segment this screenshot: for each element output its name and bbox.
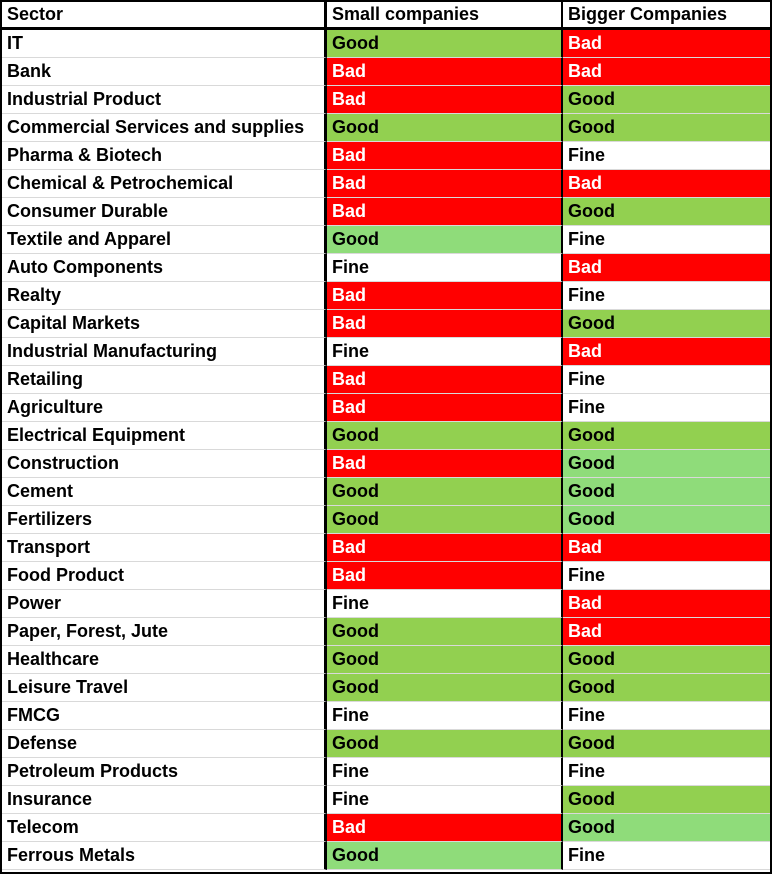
small-companies-rating-cell: Bad [327, 198, 563, 226]
bigger-companies-rating-cell: Good [563, 674, 770, 702]
bigger-companies-rating-cell: Bad [563, 58, 770, 86]
small-companies-rating-cell: Bad [327, 310, 563, 338]
small-companies-rating-cell: Bad [327, 170, 563, 198]
bigger-companies-rating-cell: Good [563, 114, 770, 142]
bigger-companies-rating-cell: Fine [563, 758, 770, 786]
sector-cell: Commercial Services and supplies [2, 114, 327, 142]
sector-cell: Auto Components [2, 254, 327, 282]
bigger-companies-rating-cell: Good [563, 198, 770, 226]
header-small-companies: Small companies [327, 2, 563, 30]
sector-cell: IT [2, 30, 327, 58]
header-sector: Sector [2, 2, 327, 30]
sector-cell: Realty [2, 282, 327, 310]
bigger-companies-rating-cell: Good [563, 814, 770, 842]
bigger-companies-rating-cell: Fine [563, 394, 770, 422]
sector-cell: Ferrous Metals [2, 842, 327, 870]
bigger-companies-rating-cell: Fine [563, 562, 770, 590]
sector-cell: Defense [2, 730, 327, 758]
sector-cell: Telecom [2, 814, 327, 842]
small-companies-rating-cell: Fine [327, 338, 563, 366]
sector-cell: Electrical Equipment [2, 422, 327, 450]
sector-cell: Industrial Manufacturing [2, 338, 327, 366]
small-companies-rating-cell: Bad [327, 450, 563, 478]
bigger-companies-rating-cell: Good [563, 786, 770, 814]
sector-cell: Consumer Durable [2, 198, 327, 226]
sector-cell: Power [2, 590, 327, 618]
sector-cell: Paper, Forest, Jute [2, 618, 327, 646]
sector-cell: Construction [2, 450, 327, 478]
bigger-companies-rating-cell: Fine [563, 366, 770, 394]
bigger-companies-rating-cell: Good [563, 478, 770, 506]
sector-cell: Transport [2, 534, 327, 562]
bigger-companies-rating-cell: Good [563, 506, 770, 534]
header-bigger-companies: Bigger Companies [563, 2, 770, 30]
bigger-companies-rating-cell: Bad [563, 30, 770, 58]
sector-cell: Fertilizers [2, 506, 327, 534]
bigger-companies-rating-cell: Fine [563, 702, 770, 730]
bigger-companies-rating-cell: Bad [563, 338, 770, 366]
bigger-companies-rating-cell: Fine [563, 226, 770, 254]
small-companies-rating-cell: Good [327, 422, 563, 450]
small-companies-rating-cell: Bad [327, 58, 563, 86]
bigger-companies-rating-cell: Fine [563, 842, 770, 870]
bigger-companies-rating-cell: Good [563, 422, 770, 450]
bigger-companies-rating-cell: Bad [563, 590, 770, 618]
bigger-companies-rating-cell: Bad [563, 618, 770, 646]
sector-cell: Leisure Travel [2, 674, 327, 702]
bigger-companies-rating-cell: Fine [563, 142, 770, 170]
small-companies-rating-cell: Good [327, 842, 563, 870]
bigger-companies-rating-cell: Bad [563, 534, 770, 562]
bigger-companies-rating-cell: Good [563, 730, 770, 758]
small-companies-rating-cell: Bad [327, 86, 563, 114]
small-companies-rating-cell: Fine [327, 702, 563, 730]
sector-cell: Healthcare [2, 646, 327, 674]
bigger-companies-rating-cell: Good [563, 86, 770, 114]
bigger-companies-rating-cell: Bad [563, 254, 770, 282]
small-companies-rating-cell: Bad [327, 562, 563, 590]
sector-cell: Insurance [2, 786, 327, 814]
sector-cell: Chemical & Petrochemical [2, 170, 327, 198]
small-companies-rating-cell: Good [327, 226, 563, 254]
small-companies-rating-cell: Bad [327, 366, 563, 394]
sector-cell: Textile and Apparel [2, 226, 327, 254]
bigger-companies-rating-cell: Good [563, 450, 770, 478]
sector-cell: Retailing [2, 366, 327, 394]
bigger-companies-rating-cell: Good [563, 310, 770, 338]
small-companies-rating-cell: Bad [327, 814, 563, 842]
sector-cell: Bank [2, 58, 327, 86]
small-companies-rating-cell: Good [327, 646, 563, 674]
sector-cell: Capital Markets [2, 310, 327, 338]
sector-cell: Food Product [2, 562, 327, 590]
small-companies-rating-cell: Bad [327, 142, 563, 170]
small-companies-rating-cell: Bad [327, 534, 563, 562]
bigger-companies-rating-cell: Fine [563, 282, 770, 310]
small-companies-rating-cell: Bad [327, 394, 563, 422]
sector-cell: FMCG [2, 702, 327, 730]
sector-cell: Industrial Product [2, 86, 327, 114]
bigger-companies-rating-cell: Bad [563, 170, 770, 198]
small-companies-rating-cell: Good [327, 674, 563, 702]
small-companies-rating-cell: Fine [327, 758, 563, 786]
small-companies-rating-cell: Good [327, 730, 563, 758]
small-companies-rating-cell: Good [327, 114, 563, 142]
small-companies-rating-cell: Fine [327, 786, 563, 814]
small-companies-rating-cell: Fine [327, 590, 563, 618]
sector-cell: Cement [2, 478, 327, 506]
bigger-companies-rating-cell: Good [563, 646, 770, 674]
small-companies-rating-cell: Good [327, 478, 563, 506]
small-companies-rating-cell: Good [327, 618, 563, 646]
sector-cell: Petroleum Products [2, 758, 327, 786]
small-companies-rating-cell: Good [327, 506, 563, 534]
sector-cell: Pharma & Biotech [2, 142, 327, 170]
sector-cell: Agriculture [2, 394, 327, 422]
small-companies-rating-cell: Bad [327, 282, 563, 310]
small-companies-rating-cell: Fine [327, 254, 563, 282]
small-companies-rating-cell: Good [327, 30, 563, 58]
